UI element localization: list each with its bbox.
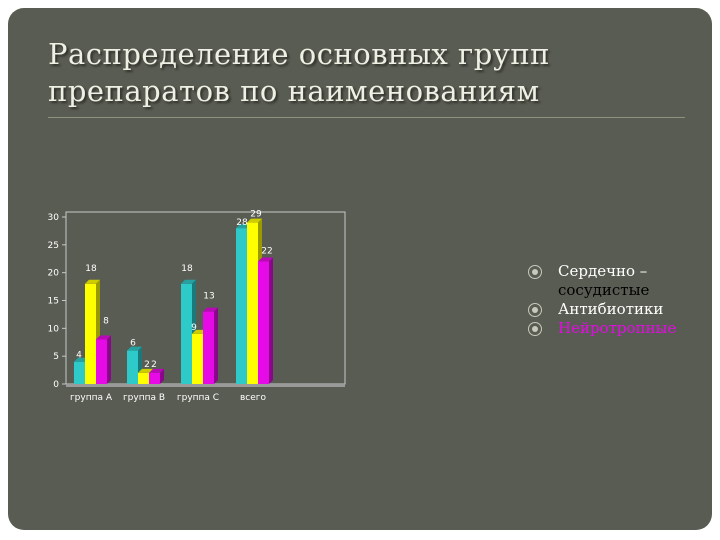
bullet-icon <box>528 322 542 336</box>
bar <box>192 333 203 384</box>
data-label: 18 <box>85 264 97 274</box>
y-tick-label: 20 <box>48 269 60 279</box>
bar-top <box>85 279 100 284</box>
bar-side <box>214 307 218 384</box>
bar <box>85 283 96 384</box>
x-tick-label: всего <box>240 393 267 403</box>
data-label: 9 <box>191 323 197 333</box>
title-line-2: препаратов по наименованиям <box>48 74 540 108</box>
bar <box>181 283 192 384</box>
y-tick-label: 30 <box>48 213 60 223</box>
title-line-1: Распределение основных групп <box>48 37 551 71</box>
data-label: 2 <box>151 360 157 370</box>
data-label: 2 <box>144 360 150 370</box>
data-label: 8 <box>103 316 109 326</box>
data-label: 13 <box>203 292 214 302</box>
legend-label: Нейротропные <box>558 319 677 337</box>
bar-top <box>258 257 273 262</box>
x-tick-label: группа С <box>177 393 219 403</box>
legend-label-cont: сосудистые <box>558 281 650 299</box>
legend-label: Антибиотики <box>558 300 664 318</box>
data-label: 28 <box>236 218 248 228</box>
bar <box>127 350 138 384</box>
bar-side <box>160 368 164 384</box>
bar <box>203 311 214 384</box>
data-label: 4 <box>76 351 82 361</box>
bars <box>74 218 273 384</box>
bar-top <box>138 368 153 373</box>
bullet-icon <box>528 303 542 317</box>
bar-side <box>107 335 111 384</box>
bar <box>247 222 258 384</box>
bar <box>258 261 269 384</box>
x-tick-label: группа В <box>123 393 165 403</box>
title-divider <box>48 117 685 118</box>
legend: Сердечно – сосудистые Антибиотики Нейрот… <box>528 262 698 338</box>
y-tick-label: 25 <box>48 241 59 251</box>
data-label: 18 <box>181 264 193 274</box>
y-tick-label: 10 <box>48 324 60 334</box>
bar-top <box>203 307 218 312</box>
data-label: 29 <box>250 210 262 220</box>
bar-top <box>127 346 142 351</box>
slide-title: Распределение основных групп препаратов … <box>48 36 688 110</box>
bar <box>96 339 107 384</box>
bar <box>74 361 85 384</box>
chart-floor <box>66 384 345 387</box>
x-tick-label: группа А <box>70 393 113 403</box>
y-tick-label: 15 <box>48 297 59 307</box>
y-tick-label: 5 <box>53 352 59 362</box>
bar-top <box>149 368 164 373</box>
bar-top <box>96 335 111 340</box>
bar <box>149 372 160 384</box>
y-axis: 0 5 10 15 20 25 30 <box>48 213 345 390</box>
bar <box>236 228 247 384</box>
bar-top <box>247 218 262 223</box>
legend-item-antibiotics: Антибиотики <box>528 300 698 319</box>
y-tick-label: 0 <box>53 380 59 390</box>
legend-item-neuro: Нейротропные <box>528 319 698 338</box>
bullet-icon <box>528 265 542 279</box>
data-label: 22 <box>261 247 272 257</box>
x-axis: группа А группа В группа С всего <box>70 393 267 403</box>
slide: Распределение основных групп препаратов … <box>8 8 712 530</box>
bar <box>138 372 149 384</box>
legend-item-cardio: Сердечно – сосудистые <box>528 262 698 300</box>
bar-top <box>181 279 196 284</box>
data-label: 6 <box>130 339 136 349</box>
bar-side <box>269 257 273 384</box>
legend-label: Сердечно – <box>558 262 648 280</box>
